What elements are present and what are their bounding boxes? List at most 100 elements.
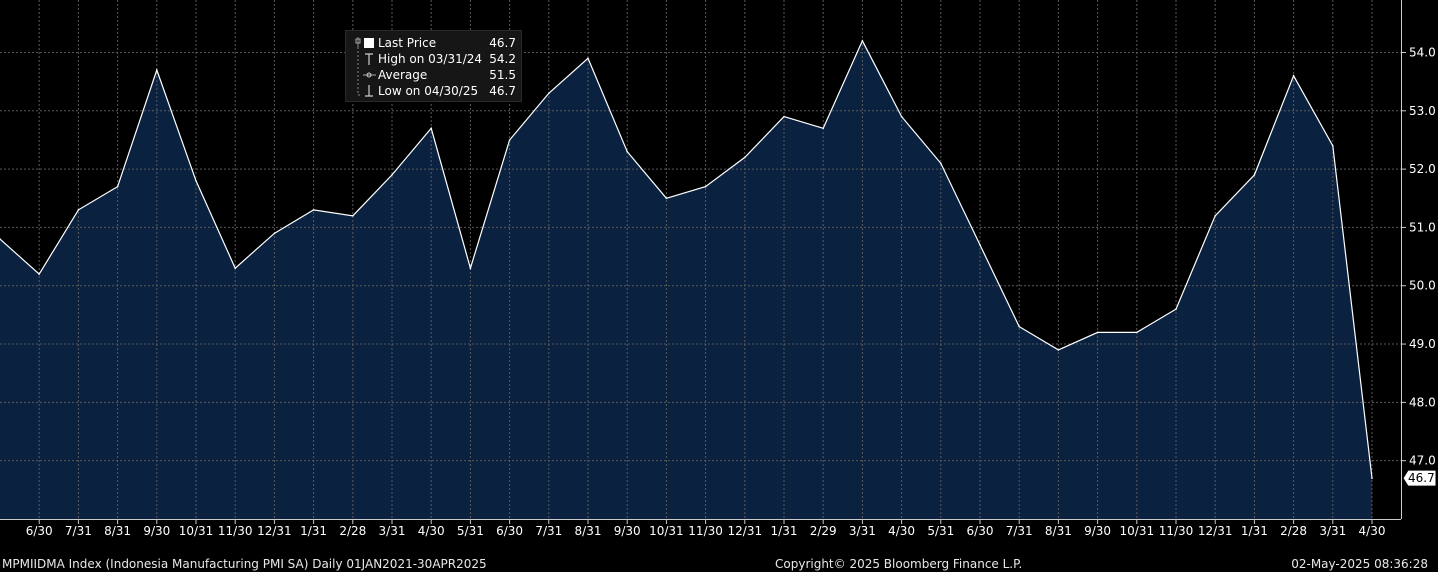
data-point	[1214, 215, 1216, 217]
data-point	[587, 57, 589, 60]
copyright-text: Copyright© 2025 Bloomberg Finance L.P.	[775, 557, 1023, 571]
x-tick-label: 1/31	[300, 524, 327, 538]
x-tick-label: 2/29	[810, 524, 837, 538]
legend-value: 46.7	[489, 84, 516, 98]
x-tick-label: 10/31	[1120, 524, 1155, 538]
data-point	[1175, 308, 1177, 310]
grid-lines	[0, 0, 1401, 519]
data-point	[861, 40, 864, 42]
data-point	[822, 127, 824, 130]
last-value-box	[1402, 469, 1437, 487]
x-tick-label: 12/31	[257, 524, 292, 538]
x-tick-label: 2/28	[339, 524, 366, 538]
data-point	[116, 185, 119, 188]
legend-value: 51.5	[489, 68, 516, 82]
timestamp: 02-May-2025 08:36:28	[1291, 557, 1428, 571]
chart-legend: Last Price 46.7 High on 03/31/24 54.2 Av…	[345, 30, 522, 102]
x-tick-label: 12/31	[1198, 524, 1233, 538]
average-marker-icon	[357, 67, 376, 83]
x-tick-label: 3/31	[379, 524, 406, 538]
x-tick-label: 6/30	[26, 524, 53, 538]
x-tick-label: 5/31	[457, 524, 484, 538]
x-tick-label: 7/31	[1006, 524, 1033, 538]
last-value-tag: 46.7	[1402, 469, 1437, 487]
x-tick-label: 3/31	[1319, 524, 1346, 538]
data-point	[312, 209, 315, 211]
y-tick-label: 48.0	[1409, 395, 1436, 409]
x-tick-label: 3/31	[849, 524, 876, 538]
data-point	[1096, 331, 1099, 334]
data-point	[1332, 145, 1334, 147]
data-point	[234, 267, 236, 270]
data-point	[0, 238, 1, 240]
data-point	[508, 139, 511, 141]
x-tick-label: 5/31	[927, 524, 954, 538]
legend-label: Average	[378, 68, 428, 82]
data-point	[195, 180, 197, 182]
data-point	[352, 215, 354, 217]
legend-average: Average 51.5	[346, 67, 523, 83]
data-point	[156, 69, 158, 71]
series-area	[0, 40, 1372, 520]
y-tick-label: 50.0	[1409, 279, 1436, 293]
x-tick-label: 11/30	[688, 524, 723, 538]
x-tick-label: 9/30	[1084, 524, 1111, 538]
data-point	[626, 150, 628, 153]
data-point	[1057, 349, 1060, 351]
legend-high: High on 03/31/24 54.2	[346, 51, 523, 67]
x-tick-label: 1/31	[1241, 524, 1268, 538]
data-point	[548, 92, 550, 95]
data-point	[665, 197, 668, 200]
x-tick-label: 12/31	[728, 524, 763, 538]
x-tick-label: 7/31	[65, 524, 92, 538]
data-point	[900, 115, 903, 118]
security-description: MPMIIDMA Index (Indonesia Manufacturing …	[2, 557, 487, 571]
x-tick-label: 8/31	[575, 524, 602, 538]
last-value-label: 46.7	[1408, 471, 1435, 485]
legend-last-price: Last Price 46.7	[346, 35, 523, 51]
x-tick-label: 9/30	[143, 524, 170, 538]
x-tick-label: 1/31	[771, 524, 798, 538]
legend-value: 46.7	[489, 36, 516, 50]
data-point	[391, 174, 393, 176]
data-point	[940, 162, 942, 165]
y-tick-label: 52.0	[1409, 162, 1436, 176]
x-tick-label: 2/28	[1280, 524, 1307, 538]
legend-label: Low on 04/30/25	[378, 84, 479, 98]
data-point	[1253, 174, 1256, 176]
x-tick-label: 11/30	[1159, 524, 1194, 538]
data-point	[469, 267, 472, 270]
x-tick-label: 6/30	[967, 524, 994, 538]
x-tick-label: 9/30	[614, 524, 641, 538]
y-tick-label: 53.0	[1409, 104, 1436, 118]
data-point	[273, 232, 276, 235]
legend-square-icon	[355, 37, 374, 49]
x-tick-label: 4/30	[418, 524, 445, 538]
data-point	[744, 156, 746, 159]
high-marker-icon	[357, 51, 373, 67]
series-line	[0, 39, 1373, 479]
x-tick-label: 8/31	[1045, 524, 1072, 538]
x-tick-label: 10/31	[179, 524, 214, 538]
data-point	[979, 244, 981, 246]
x-tick-label: 10/31	[649, 524, 684, 538]
data-point	[77, 209, 80, 211]
data-point	[1292, 75, 1295, 77]
y-tick-label: 51.0	[1409, 220, 1436, 234]
data-point	[704, 185, 707, 188]
data-point	[430, 127, 433, 130]
y-tick-label: 54.0	[1409, 45, 1436, 59]
x-tick-label: 4/30	[1359, 524, 1386, 538]
x-tick-label: 11/30	[218, 524, 253, 538]
data-point	[1371, 477, 1373, 480]
x-tick-label: 4/30	[888, 524, 915, 538]
legend-label: Last Price	[378, 36, 437, 50]
data-point	[38, 273, 40, 275]
data-point	[783, 115, 785, 118]
x-tick-label: 7/31	[535, 524, 562, 538]
data-point	[1136, 331, 1138, 334]
y-tick-label: 47.0	[1409, 454, 1436, 468]
x-tick-label: 6/30	[496, 524, 523, 538]
legend-label: High on 03/31/24	[378, 52, 483, 66]
